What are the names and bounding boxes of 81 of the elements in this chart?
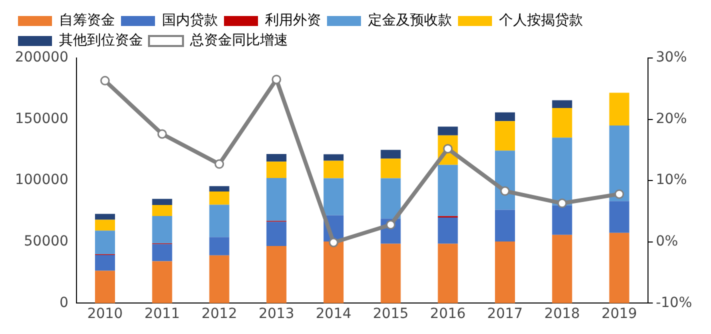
point (157, 129, 167, 139)
x-tick-label: 2015 (372, 306, 409, 322)
bar (380, 158, 401, 178)
bar (95, 220, 116, 231)
point (272, 74, 282, 84)
bar (609, 201, 630, 233)
bar (494, 121, 515, 151)
bar (552, 234, 572, 304)
bar (95, 270, 116, 304)
bar (324, 178, 344, 216)
bar (438, 218, 458, 244)
legend-label: 自筹资金 (59, 12, 115, 29)
bar (209, 192, 230, 205)
bar (494, 242, 515, 304)
bar (324, 154, 344, 161)
bar (324, 242, 344, 304)
y-tick-label: 200000 (14, 50, 68, 66)
bar (552, 100, 572, 108)
bar (266, 178, 286, 221)
bar (380, 150, 401, 159)
legend-label: 其他到位资金 (59, 32, 143, 49)
y-tick-label: 0 (60, 294, 68, 311)
legend-label: 利用外资 (265, 12, 321, 29)
bar (494, 112, 515, 122)
bar (266, 162, 286, 178)
x-tick-label: 2012 (201, 306, 238, 322)
bar (152, 198, 172, 205)
point (614, 189, 624, 199)
y2-tick-label: 10% (656, 172, 687, 188)
bar (552, 108, 572, 138)
bar (209, 237, 230, 256)
bar (609, 92, 630, 126)
bar (152, 261, 172, 304)
bar (438, 244, 458, 304)
bar (438, 164, 458, 216)
x-tick-label: 2017 (487, 306, 523, 322)
bar (209, 204, 230, 238)
bar (95, 255, 116, 271)
bar (209, 186, 230, 192)
bar (209, 255, 230, 304)
point (500, 186, 510, 196)
y2-tick-label: 20% (656, 110, 687, 127)
bar (152, 216, 172, 244)
x-tick-label: 2010 (87, 306, 123, 322)
bar (95, 230, 116, 254)
y2-tick-label: 30% (656, 50, 687, 66)
point (100, 76, 110, 86)
bar (95, 214, 116, 220)
legend-label: 个人按揭贷款 (499, 12, 583, 29)
y-tick-label: 50000 (24, 234, 68, 250)
y2-tick-label: 0% (656, 234, 678, 250)
bar (380, 178, 401, 219)
bar (609, 126, 630, 202)
bar (266, 222, 286, 246)
bar (552, 138, 572, 206)
bar (266, 154, 286, 162)
y-tick-label: 100000 (14, 172, 68, 188)
legend-label: 定金及预收款 (368, 12, 452, 29)
bar (266, 246, 286, 304)
point (328, 238, 338, 248)
bar (152, 244, 172, 262)
legend-label: 国内贷款 (162, 12, 218, 29)
point (386, 220, 396, 230)
bar (438, 126, 458, 136)
x-tick-label: 2019 (601, 306, 638, 322)
x-tick-label: 2016 (430, 306, 466, 322)
legend-label: 总资金同比增速 (189, 32, 288, 49)
bar (152, 205, 172, 216)
point (214, 159, 224, 169)
y-tick-label: 150000 (14, 110, 68, 127)
x-tick-label: 2014 (316, 306, 352, 322)
y2-tick-label: -10% (656, 294, 692, 311)
x-tick-label: 2011 (144, 306, 180, 322)
bar (609, 232, 630, 304)
bar (552, 205, 572, 235)
bar (380, 244, 401, 304)
point (557, 198, 567, 208)
x-tick-label: 2018 (544, 306, 580, 322)
x-tick-label: 2013 (258, 306, 294, 322)
bar (494, 210, 515, 242)
bar (324, 160, 344, 178)
